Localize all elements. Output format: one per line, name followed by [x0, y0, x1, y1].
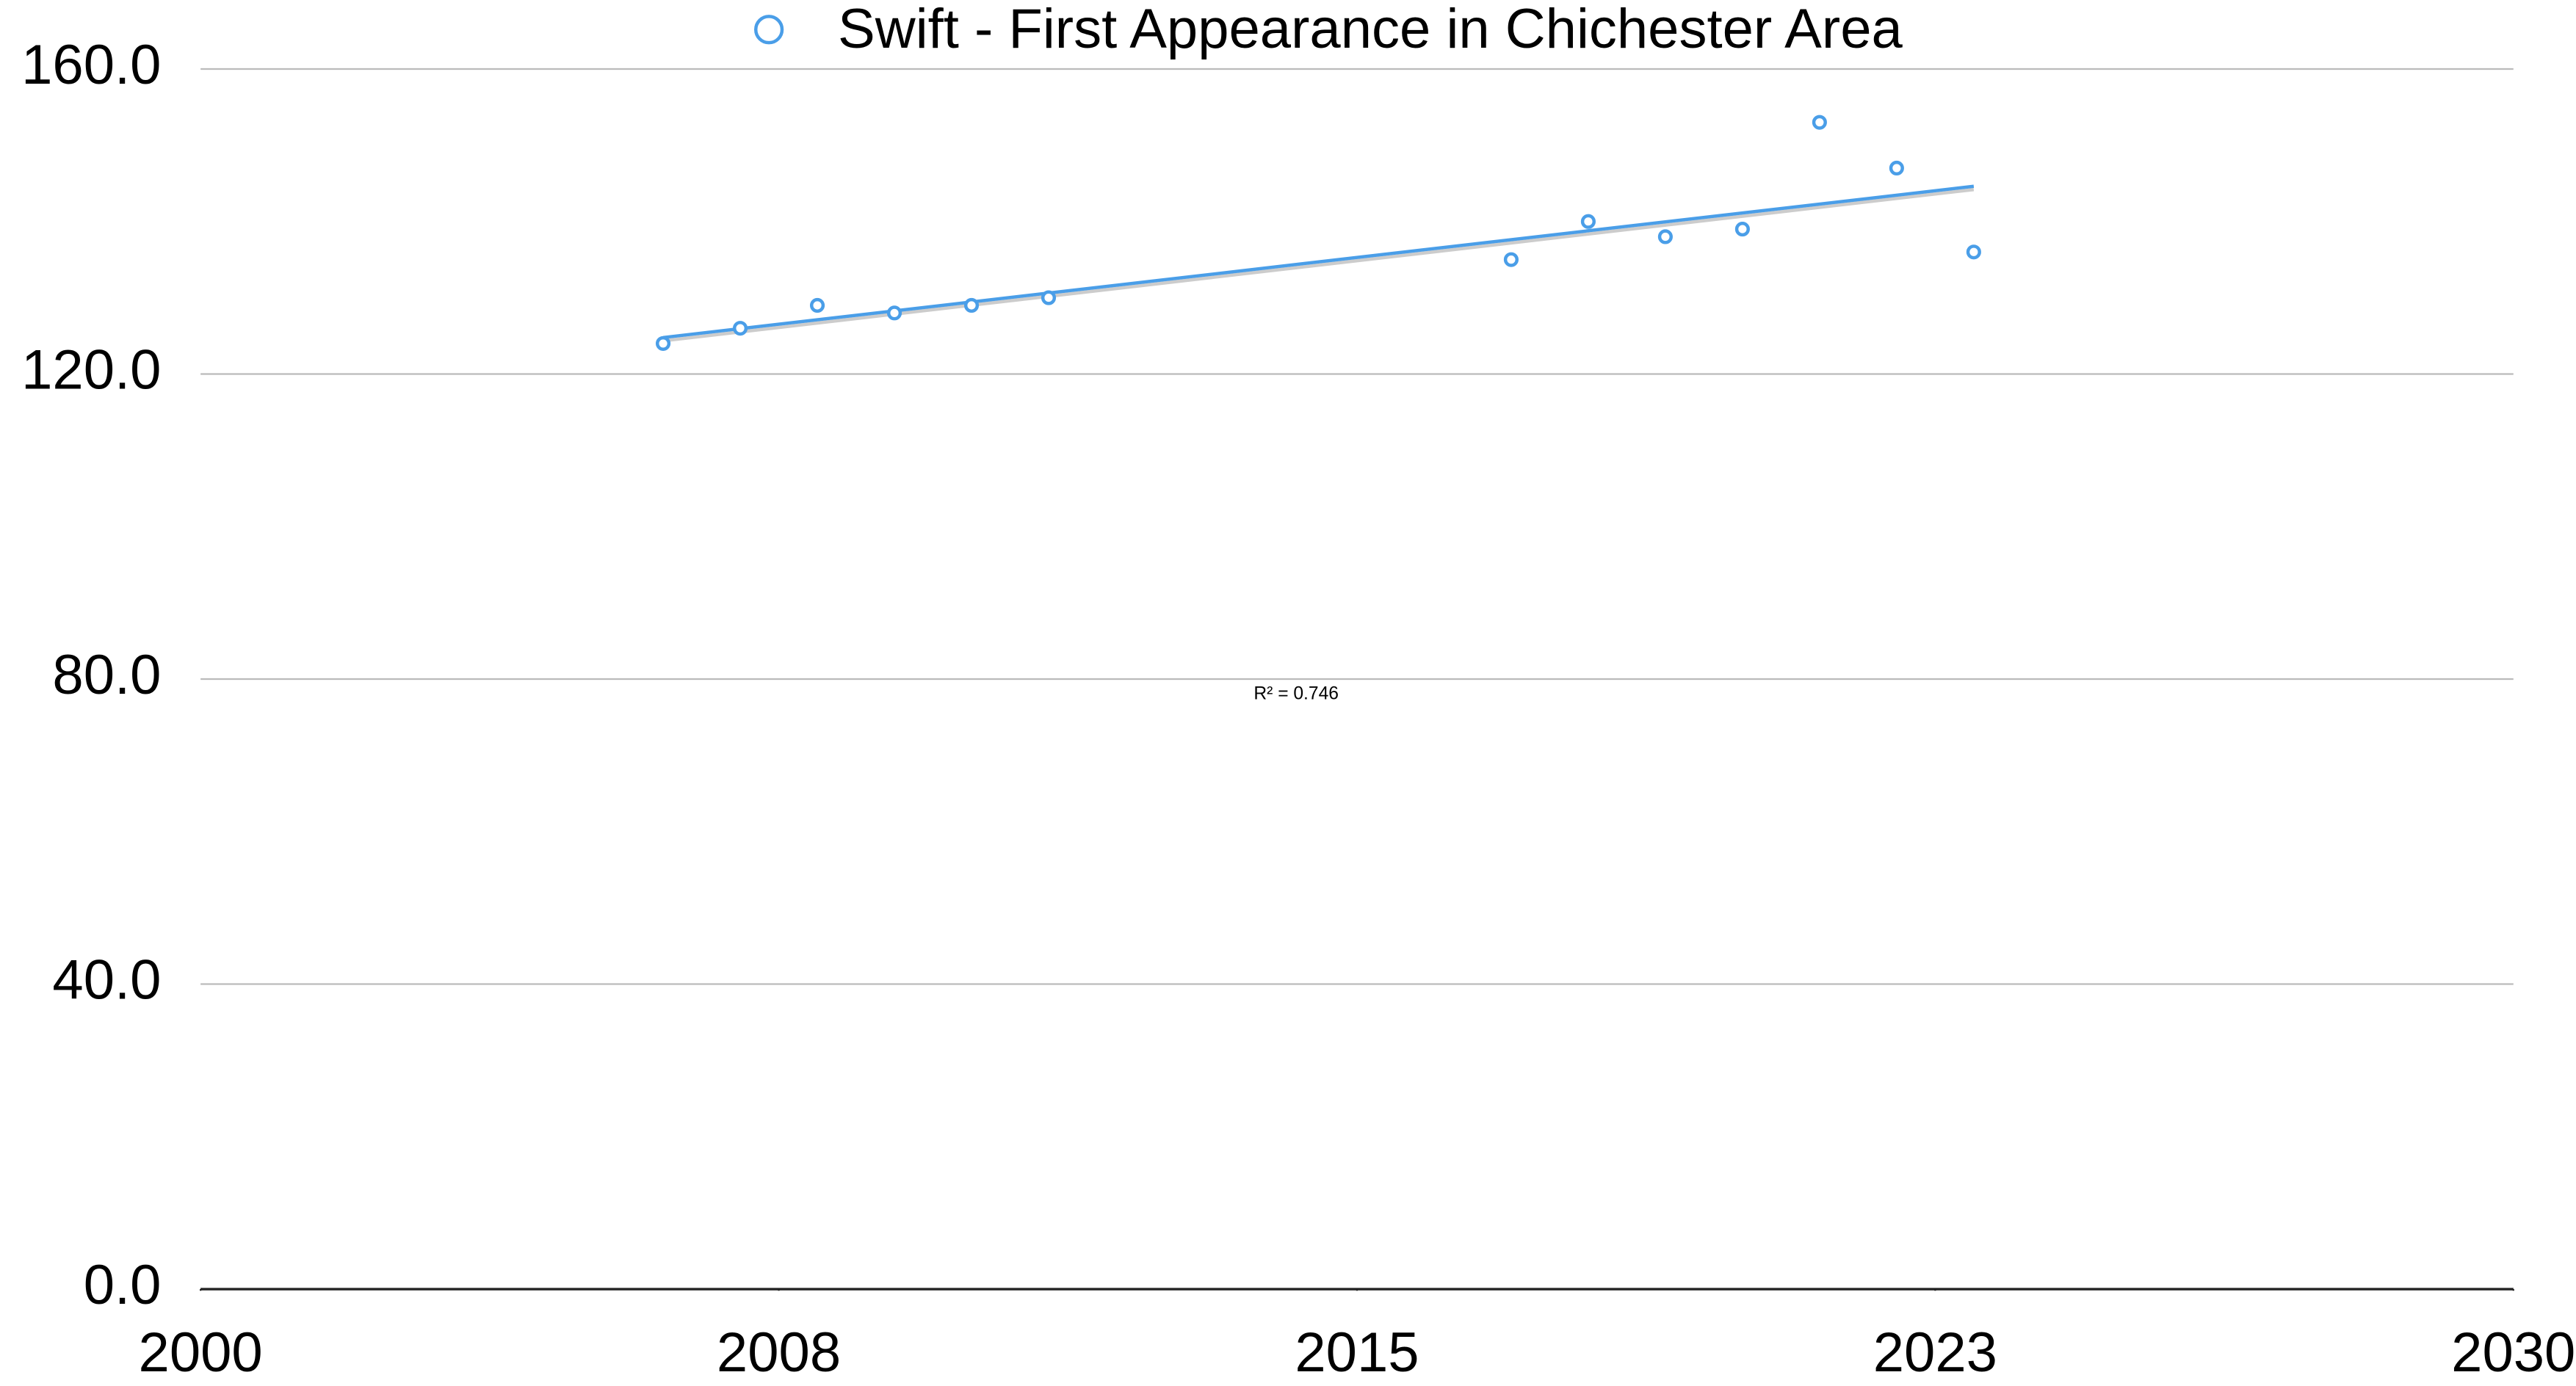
trendline [662, 184, 1975, 340]
y-tick-label: 40.0 [52, 949, 161, 1012]
r-squared-annotation: R² = 0.746 [1253, 684, 1339, 704]
data-point [1734, 222, 1750, 237]
data-point [1041, 290, 1057, 305]
x-tick-label: 2030 [2451, 1321, 2575, 1384]
data-point [963, 297, 980, 313]
x-tick-label: 2023 [1873, 1321, 1997, 1384]
data-point [809, 297, 825, 313]
data-point [1503, 252, 1519, 267]
data-point [655, 335, 671, 351]
data-point [1889, 160, 1904, 176]
y-tick-label: 80.0 [52, 644, 161, 706]
data-point [1966, 244, 1981, 260]
data-point [1657, 229, 1673, 244]
legend-marker [753, 15, 784, 45]
x-tick-label: 2008 [717, 1321, 841, 1384]
trendline-shadow [662, 187, 1975, 343]
y-tick-label: 120.0 [21, 339, 161, 402]
x-tick-label: 2000 [139, 1321, 263, 1384]
data-point [732, 321, 748, 336]
data-point [1812, 115, 1827, 130]
legend-label: Swift - First Appearance in Chichester A… [838, 0, 1903, 60]
data-point [886, 305, 902, 321]
x-tick-label: 2015 [1295, 1321, 1419, 1384]
y-tick-label: 0.0 [84, 1254, 162, 1316]
data-point [1580, 214, 1596, 229]
y-tick-label: 160.0 [21, 34, 161, 96]
